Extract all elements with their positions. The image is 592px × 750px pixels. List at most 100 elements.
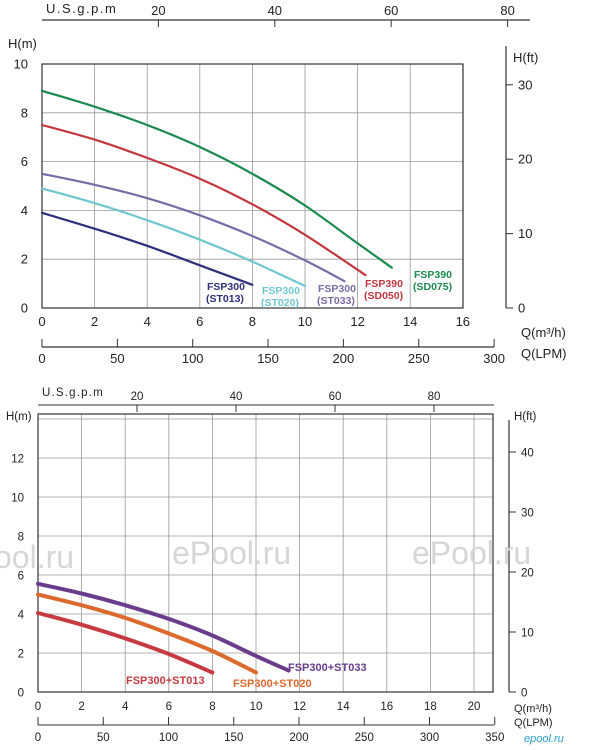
y-ft-tick-label: 10 [521,628,534,640]
x-lpm-tick-label: 150 [224,732,243,744]
y-m-tick-label: 4 [21,203,28,218]
x-lpm-tick-label: 0 [35,732,41,744]
chart-1-y-m-ticks: 0 2 4 6 8 10 [14,57,28,316]
label-st013-model: (ST013) [206,293,244,305]
label-fsp300-st020: FSP300+ST020 [233,678,312,690]
x-m3h-tick-label: 12 [350,314,364,329]
curve-st020 [40,187,307,288]
label-st013-name: FSP300 [207,281,245,293]
curve-st013 [40,211,254,286]
x-m3h-tick-label: 4 [122,701,129,713]
x-m3h-tick-label: 4 [144,314,151,329]
y-m-tick-label: 2 [18,649,24,661]
usgpm-tick-label: 40 [230,391,243,403]
x-m3h-tick-label: 8 [249,314,256,329]
label-st033-name: FSP300 [318,283,356,295]
chart-2-curves [36,581,291,675]
usgpm-tick-label: 80 [500,3,514,18]
usgpm-tick-label: 60 [384,3,398,18]
label-sd050-model: (SD050) [364,290,403,302]
curve-fsp300-st020 [36,592,258,675]
y-m-tick-label: 2 [21,252,28,267]
chart-1-grid [41,63,464,309]
curve-fsp300-st013 [36,611,215,675]
y-ft-tick-label: 20 [521,568,534,580]
y-m-tick-label: 6 [18,571,24,583]
x-m3h-tick-label: 16 [380,701,393,713]
usgpm-tick-label: 80 [428,391,441,403]
chart-2-q-lpm-label: Q(LPM) [514,717,553,729]
y-ft-tick-label: 20 [518,152,532,167]
chart-1-plot-frame [41,63,464,309]
x-m3h-tick-label: 2 [78,701,84,713]
x-lpm-tick-label: 100 [159,732,178,744]
y-m-tick-label: 10 [11,493,24,505]
x-lpm-tick-label: 300 [420,732,439,744]
label-sd075-model: (SD075) [413,281,452,293]
watermark-text-middle: ePool.ru [172,535,291,571]
y-ft-tick-label: 30 [521,508,534,520]
x-lpm-tick-label: 200 [333,351,355,366]
chart-1-x-m3h-ticks: 0 2 4 6 8 10 12 14 16 [38,314,470,329]
chart-2-q-m3h-label: Q(m³/h) [514,703,552,715]
chart-2-usgpm-label: U.S.g.p.m [42,387,104,399]
x-m3h-tick-label: 14 [337,701,350,713]
x-lpm-tick-label: 150 [257,351,279,366]
y-m-tick-label: 6 [21,154,28,169]
chart-1-usgpm-label: U.S.g.p.m [46,1,117,16]
chart-1-curve-labels: FSP300 (ST013) FSP300 (ST020) FSP300 (ST… [206,269,452,309]
y-ft-tick-label: 10 [518,226,532,241]
x-lpm-tick-label: 50 [97,732,110,744]
chart-1-hm-label: H(m) [8,36,37,51]
x-lpm-tick-label: 0 [38,351,45,366]
x-lpm-tick-label: 350 [485,732,504,744]
curve-fsp300-st033 [36,581,291,673]
curve-st033 [40,172,346,283]
y-m-tick-label: 12 [11,454,24,466]
curve-sd075 [40,89,393,269]
y-m-tick-label: 8 [18,532,24,544]
x-m3h-tick-label: 2 [91,314,98,329]
x-lpm-tick-label: 100 [182,351,204,366]
x-m3h-tick-label: 6 [196,314,203,329]
usgpm-tick-label: 40 [268,3,282,18]
chart-1-usgpm-ticks: 20 40 60 80 [151,3,515,27]
chart-1-hft-label: H(ft) [513,50,538,65]
x-lpm-tick-label: 250 [355,732,374,744]
y-m-tick-label: 0 [18,688,24,700]
x-m3h-tick-label: 20 [468,701,481,713]
label-fsp300-st033: FSP300+ST033 [288,662,367,674]
chart-1-q-lpm-label: Q(LPM) [521,346,567,361]
usgpm-tick-label: 60 [329,391,342,403]
chart-1-x-lpm-ticks: 0 50 100 150 200 250 300 [38,339,505,366]
x-lpm-tick-label: 300 [483,351,505,366]
x-lpm-tick-label: 250 [408,351,430,366]
label-st020-model: (ST020) [261,297,299,309]
chart-2-curve-labels: FSP300+ST033 FSP300+ST020 FSP300+ST013 [126,662,367,690]
watermark: ool.ru ePool.ru ePool.ru [0,535,531,575]
chart-2-x-lpm-ticks: 0 50 100 150 200 250 300 350 [35,717,504,744]
label-sd075-name: FSP390 [414,269,452,281]
x-m3h-tick-label: 10 [298,314,312,329]
x-m3h-tick-label: 14 [403,314,417,329]
y-ft-tick-label: 30 [518,77,532,92]
label-st033-model: (ST033) [317,295,355,307]
watermark-text-left: ool.ru [0,539,74,575]
y-ft-tick-label: 0 [518,301,525,316]
usgpm-tick-label: 20 [131,391,144,403]
chart-1-curves [40,89,393,288]
chart-2-hm-label: H(m) [6,411,32,423]
chart-2-y-m-ticks: 0 2 4 6 8 10 12 [11,454,24,700]
x-m3h-tick-label: 16 [456,314,470,329]
chart-2-hft-label: H(ft) [514,411,537,423]
y-ft-tick-label: 0 [521,688,527,700]
x-m3h-tick-label: 6 [166,701,172,713]
x-m3h-tick-label: 10 [250,701,263,713]
x-m3h-tick-label: 18 [424,701,437,713]
chart-1-q-m3h-label: Q(m³/h) [521,325,566,340]
x-m3h-tick-label: 8 [209,701,215,713]
chart-2-plot-frame [37,413,494,693]
chart-1-y-ft-ticks: 0 10 20 30 [506,77,532,316]
